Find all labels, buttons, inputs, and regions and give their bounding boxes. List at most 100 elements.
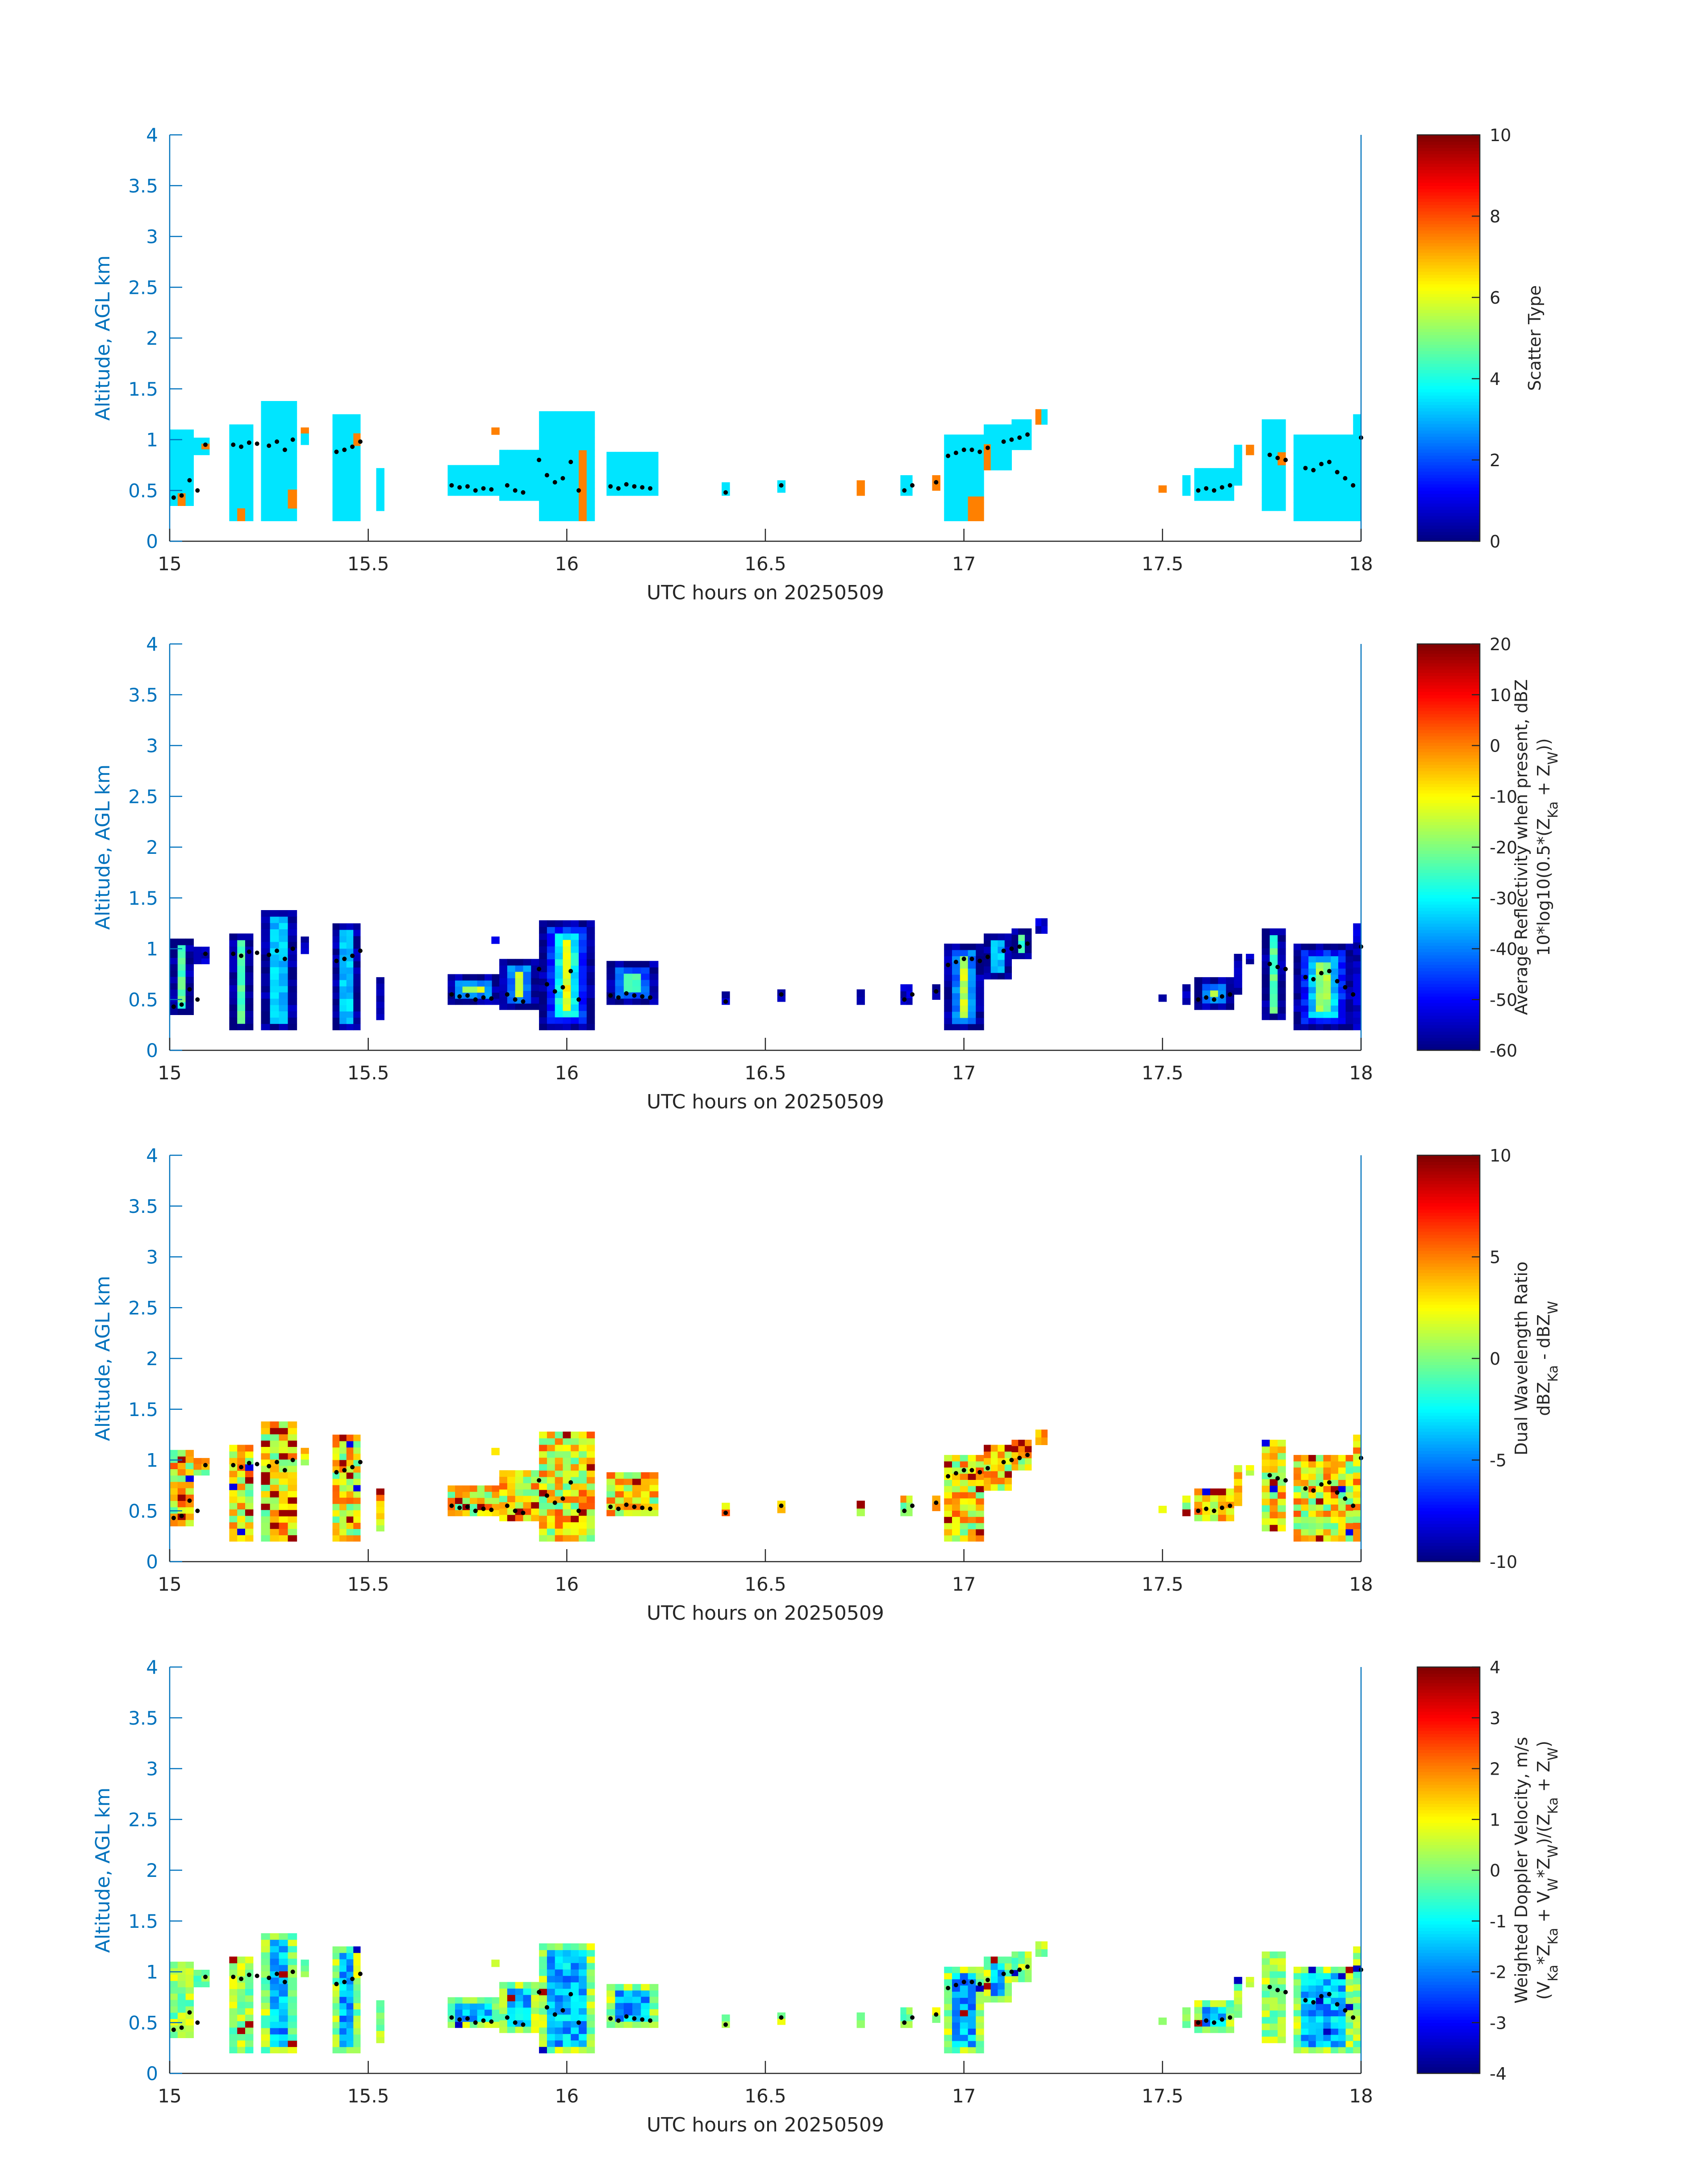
colorbar-step — [1417, 1717, 1480, 1722]
cloud-base-marker — [1275, 455, 1280, 460]
heatmap-cell — [353, 992, 361, 999]
heatmap-cell — [968, 1504, 976, 1511]
colorbar-tick-label: 2 — [1490, 451, 1500, 470]
heatmap-cell — [1315, 2016, 1324, 2022]
heatmap-cell — [515, 1994, 524, 2002]
heatmap-cell — [1270, 1459, 1278, 1467]
heatmap-cell — [579, 501, 587, 509]
heatmap-cell — [523, 450, 531, 457]
colorbar-step — [1417, 1431, 1480, 1435]
heatmap-cell — [177, 2000, 186, 2006]
heatmap-cell — [539, 1477, 547, 1484]
heatmap-cell — [353, 433, 361, 440]
heatmap-cell — [649, 1478, 659, 1485]
heatmap-cell — [261, 1503, 271, 1510]
heatmap-cell — [586, 1956, 595, 1963]
heatmap-cell — [1323, 1504, 1331, 1511]
heatmap-cell — [1331, 1972, 1339, 1980]
heatmap-cell — [288, 1421, 297, 1428]
heatmap-cell — [332, 426, 340, 434]
heatmap-cell — [1270, 1446, 1278, 1453]
heatmap-cell — [571, 1004, 579, 1011]
colorbar-step — [1417, 694, 1480, 698]
colorbar-step — [1417, 1390, 1480, 1394]
heatmap-cell — [990, 1963, 998, 1970]
heatmap-cell — [1004, 973, 1012, 980]
heatmap-cell — [237, 1528, 246, 1535]
heatmap-cell — [563, 2047, 571, 2054]
heatmap-cell — [579, 1431, 587, 1438]
heatmap-cell — [1308, 477, 1316, 485]
heatmap-cell — [960, 472, 969, 478]
heatmap-cell — [932, 2007, 940, 2015]
heatmap-cell — [586, 508, 595, 515]
heatmap-cell — [245, 1503, 254, 1510]
colorbar-step — [1417, 1457, 1480, 1461]
heatmap-cell — [507, 1483, 516, 1490]
cloud-base-marker — [1228, 483, 1232, 488]
heatmap-cell — [185, 1513, 194, 1520]
cloud-base-marker — [1219, 485, 1224, 490]
heatmap-cell — [1035, 926, 1042, 934]
heatmap-cell — [555, 495, 564, 502]
heatmap-cell — [632, 1996, 641, 2003]
colorbar-step — [1417, 911, 1480, 915]
y-tick-label: 1 — [146, 938, 158, 960]
colorbar-step — [1417, 1778, 1480, 1782]
heatmap-cell — [462, 980, 470, 987]
heatmap-cell — [279, 1472, 288, 1479]
cloud-base-marker — [902, 2020, 907, 2025]
heatmap-cell — [944, 1979, 952, 1986]
colorbar-step — [1417, 1174, 1480, 1178]
heatmap-cell — [339, 426, 347, 434]
heatmap-cell — [261, 910, 271, 917]
heatmap-cell — [346, 1946, 354, 1953]
colorbar-step — [1417, 1880, 1480, 1884]
heatmap-cell — [1041, 918, 1048, 926]
heatmap-cell — [346, 1017, 354, 1024]
heatmap-cell — [547, 1464, 555, 1471]
heatmap-cell — [332, 1479, 340, 1485]
colorbar-step — [1417, 1892, 1480, 1896]
heatmap-cell — [229, 1011, 238, 1018]
heatmap-cell — [1301, 1473, 1309, 1480]
heatmap-cell — [555, 1528, 564, 1535]
heatmap-cell — [1293, 993, 1302, 999]
heatmap-cell — [641, 998, 650, 1005]
heatmap-cell — [177, 938, 186, 945]
heatmap-cell — [547, 1502, 555, 1509]
heatmap-cell — [193, 1975, 202, 1982]
heatmap-cell — [615, 458, 624, 465]
heatmap-cell — [563, 1438, 571, 1445]
colorbar-step — [1417, 1867, 1480, 1871]
heatmap-cell — [229, 1528, 238, 1535]
heatmap-cell — [270, 1434, 280, 1441]
heatmap-cell — [1234, 981, 1242, 988]
heatmap-cell — [1218, 468, 1227, 475]
colorbar-step — [1417, 319, 1480, 323]
colorbar-step — [1417, 1504, 1480, 1508]
heatmap-cell — [641, 489, 650, 496]
heatmap-cell — [1308, 1991, 1316, 1998]
colorbar-step — [1417, 1285, 1480, 1289]
colorbar-step — [1417, 1472, 1480, 1476]
heatmap-cell — [185, 1450, 194, 1457]
heatmap-cell — [960, 1473, 969, 1480]
colorbar-step — [1417, 758, 1480, 762]
cloud-base-marker — [1303, 1998, 1308, 2003]
heatmap-cell — [555, 1515, 564, 1522]
heatmap-cell — [1293, 999, 1302, 1006]
heatmap-cell — [1323, 2022, 1331, 2029]
heatmap-cell — [279, 2034, 288, 2041]
heatmap-cell — [261, 451, 271, 458]
heatmap-cell — [976, 1017, 984, 1024]
heatmap-cell — [1270, 1492, 1278, 1499]
heatmap-cell — [1353, 1522, 1361, 1529]
heatmap-cell — [1301, 1017, 1309, 1024]
heatmap-cell — [1345, 986, 1353, 994]
cloud-base-marker — [608, 484, 613, 489]
heatmap-cell — [237, 1451, 246, 1458]
heatmap-cell — [177, 1974, 186, 1981]
heatmap-cell — [539, 1976, 547, 1983]
heatmap-cell — [279, 2021, 288, 2028]
